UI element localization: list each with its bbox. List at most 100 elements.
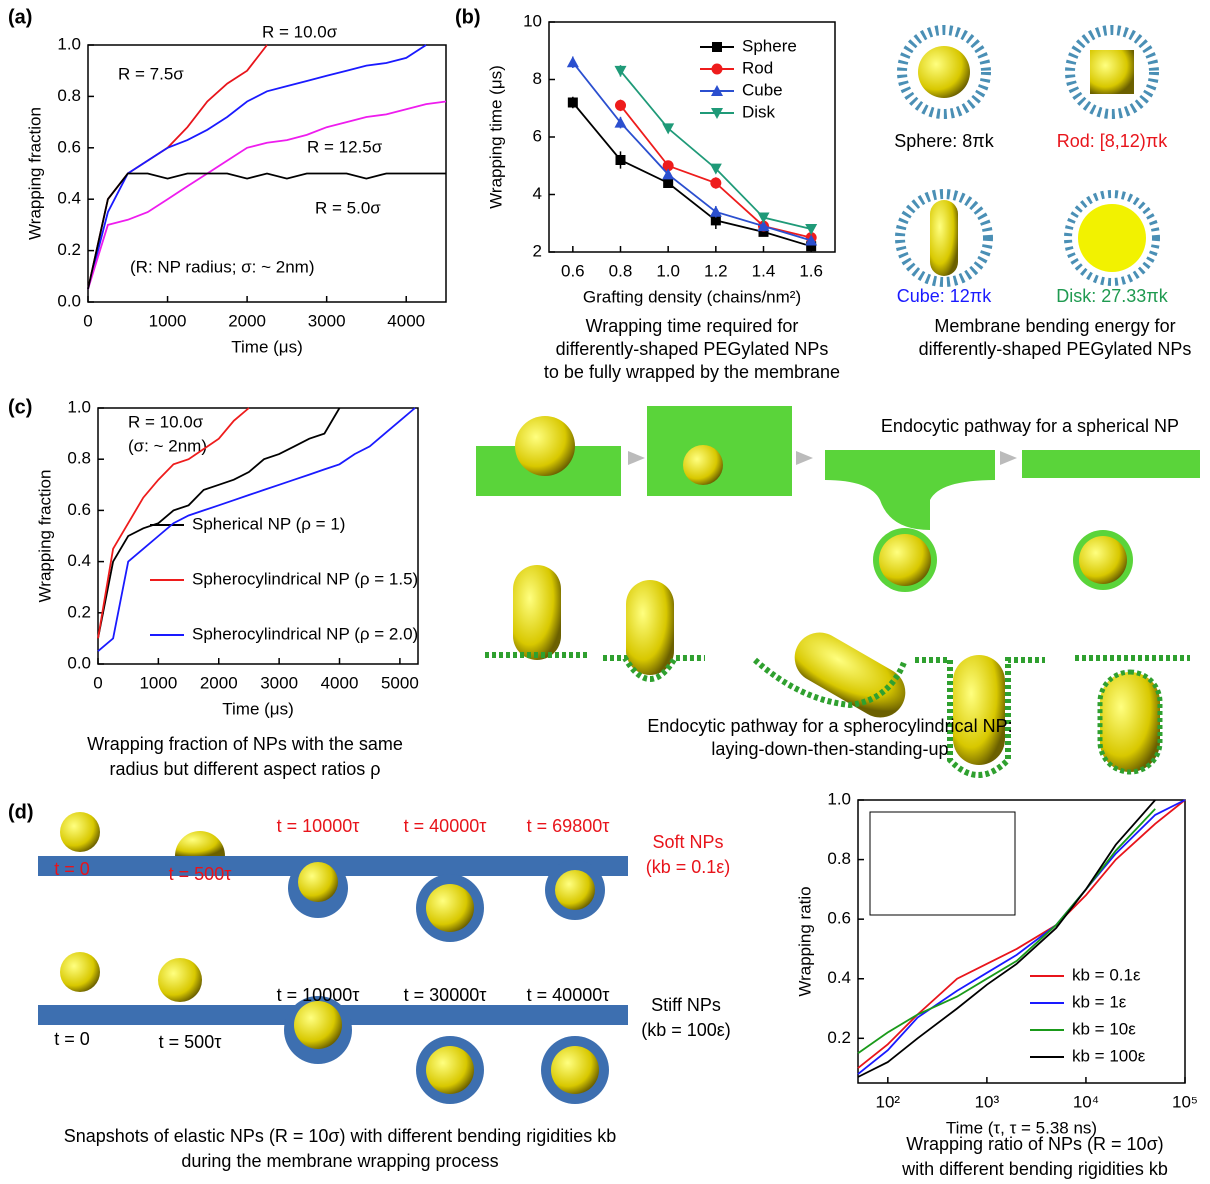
- legend-label: kb = 0.1ε: [1072, 965, 1141, 984]
- y-tick-label: 0.6: [57, 137, 81, 156]
- y-tick-label: 0.0: [57, 291, 81, 310]
- time-label: t = 0: [54, 1029, 90, 1049]
- x-tick-label: 1.4: [752, 261, 776, 280]
- shape-label: Sphere: 8πk: [894, 131, 994, 151]
- y-tick-label: 0.0: [67, 653, 91, 672]
- series-label: Soft NPs: [652, 832, 723, 852]
- series-label: (kb = 0.1ε): [646, 857, 731, 877]
- y-axis-label: Wrapping fraction: [35, 470, 54, 603]
- legend-label: Cube: [742, 80, 783, 99]
- x-tick-label: 4000: [387, 311, 425, 330]
- x-axis-label: Time (μs): [222, 699, 294, 718]
- x-tick-label: 0: [93, 673, 102, 692]
- legend-label: Rod: [742, 58, 773, 77]
- series-label: Stiff NPs: [651, 995, 721, 1015]
- image-title: Endocytic pathway for a spherical NP: [881, 416, 1179, 436]
- y-tick-label: 0.4: [827, 968, 851, 987]
- y-tick-label: 4: [533, 184, 542, 203]
- x-tick-label: 3000: [308, 311, 346, 330]
- marker: [568, 98, 578, 108]
- x-tick-label: 5000: [381, 673, 419, 692]
- x-tick-label: 1000: [149, 311, 187, 330]
- caption: differently-shaped PEGylated NPs: [556, 339, 829, 359]
- marker: [663, 178, 673, 188]
- series-label: R = 7.5σ: [118, 64, 184, 83]
- x-tick-label: 1000: [139, 673, 177, 692]
- y-tick-label: 1.0: [67, 397, 91, 416]
- y-axis-label: Wrapping time (μs): [486, 65, 505, 209]
- y-axis-label: Wrapping fraction: [25, 107, 44, 240]
- x-tick-label: 4000: [321, 673, 359, 692]
- marker: [712, 64, 723, 75]
- caption: Wrapping fraction of NPs with the same: [87, 734, 403, 754]
- y-tick-label: 1.0: [827, 789, 851, 808]
- legend-label: Spherical NP (ρ = 1): [192, 514, 345, 533]
- series-label: R = 12.5σ: [307, 137, 383, 156]
- y-tick-label: 0.4: [67, 551, 91, 570]
- y-tick-label: 0.8: [57, 86, 81, 105]
- x-axis-label: Time (τ, τ = 5.38 ns): [946, 1118, 1097, 1137]
- caption: radius but different aspect ratios ρ: [109, 759, 380, 779]
- y-tick-label: 1.0: [57, 34, 81, 53]
- x-tick-label: 10³: [975, 1092, 1000, 1111]
- caption: Membrane bending energy for: [934, 316, 1175, 336]
- annotation: (σ: ~ 2nm): [128, 436, 207, 455]
- x-tick-label: 10⁴: [1073, 1092, 1099, 1111]
- y-tick-label: 0.2: [827, 1028, 851, 1047]
- shape-label: Rod: [8,12)πk: [1057, 131, 1168, 151]
- shape-label: Cube: 12πk: [897, 286, 992, 306]
- annotation: R = 10.0σ: [128, 412, 204, 431]
- x-tick-label: 0.6: [561, 261, 585, 280]
- marker: [567, 56, 579, 67]
- x-tick-label: 0.8: [609, 261, 633, 280]
- snapshot-images: [38, 812, 628, 1104]
- y-tick-label: 8: [533, 69, 542, 88]
- y-axis-label: Wrapping ratio: [795, 886, 814, 996]
- caption: Wrapping time required for: [586, 316, 799, 336]
- x-axis-label: Grafting density (chains/nm²): [583, 287, 801, 306]
- x-axis-label: Time (μs): [231, 337, 303, 356]
- y-tick-label: 10: [523, 11, 542, 30]
- y-tick-label: 0.2: [67, 602, 91, 621]
- panel-label: (d): [8, 801, 34, 823]
- caption: differently-shaped PEGylated NPs: [919, 339, 1192, 359]
- y-tick-label: 0.8: [67, 449, 91, 468]
- y-tick-label: 0.6: [67, 500, 91, 519]
- y-tick-label: 0.4: [57, 189, 81, 208]
- x-tick-label: 1.2: [704, 261, 728, 280]
- legend-label: kb = 10ε: [1072, 1019, 1136, 1038]
- caption: to be fully wrapped by the membrane: [544, 362, 840, 382]
- nanoparticle-images: [900, 30, 1156, 282]
- caption: Snapshots of elastic NPs (R = 10σ) with …: [64, 1126, 617, 1146]
- y-tick-label: 2: [533, 241, 542, 260]
- caption: with different bending rigidities kb: [901, 1159, 1168, 1179]
- panel-label: (c): [8, 396, 32, 418]
- time-label: t = 69800τ: [527, 816, 610, 836]
- y-tick-label: 0.8: [827, 849, 851, 868]
- series-label: R = 10.0σ: [262, 22, 338, 41]
- x-tick-label: 2000: [200, 673, 238, 692]
- marker: [616, 155, 626, 165]
- legend-label: Spherocylindrical NP (ρ = 2.0): [192, 624, 418, 643]
- time-label: t = 40000τ: [527, 985, 610, 1005]
- inset-frame: [870, 812, 1015, 915]
- annotation: (R: NP radius; σ: ~ 2nm): [130, 257, 315, 276]
- shape-label: Disk: 27.33πk: [1056, 286, 1168, 306]
- y-tick-label: 0.2: [57, 240, 81, 259]
- x-tick-label: 3000: [260, 673, 298, 692]
- marker: [805, 224, 817, 235]
- x-tick-label: 1.6: [799, 261, 823, 280]
- series-label: (kb = 100ε): [641, 1020, 731, 1040]
- x-tick-label: 10²: [876, 1092, 901, 1111]
- marker: [710, 178, 721, 189]
- time-label: t = 500τ: [159, 1032, 222, 1052]
- time-label: t = 0: [54, 859, 90, 879]
- time-label: t = 10000τ: [277, 985, 360, 1005]
- image-title: laying-down-then-standing-up: [711, 739, 948, 759]
- series-label: R = 5.0σ: [315, 198, 381, 217]
- figure: (a) (b) (c) (d) Sphere: 8πk Rod: [8,12)π…: [0, 0, 1210, 1184]
- image-title: Endocytic pathway for a spherocylindrica…: [647, 716, 1012, 736]
- plot-frame: [549, 22, 835, 252]
- marker: [712, 42, 722, 52]
- legend-label: kb = 1ε: [1072, 992, 1127, 1011]
